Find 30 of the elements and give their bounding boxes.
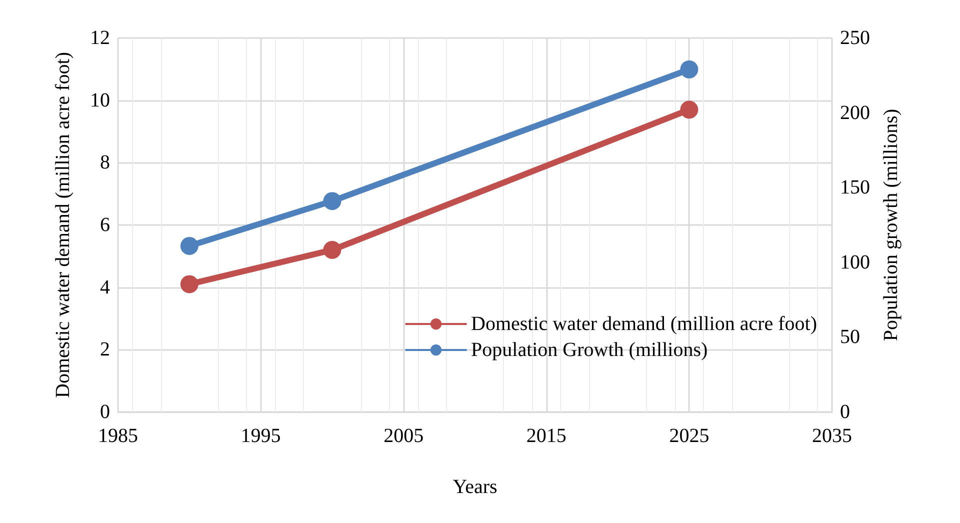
y-tick-label: 6: [100, 214, 110, 236]
x-tick-label: 2035: [812, 425, 852, 447]
point: [323, 192, 342, 210]
x-tick-label: 2015: [526, 425, 566, 447]
point: [323, 240, 342, 259]
point: [680, 60, 698, 78]
y2-tick-label: 100: [840, 251, 870, 274]
y-tick-label: 0: [100, 401, 110, 423]
x-tick-label: 2025: [669, 425, 710, 447]
legend-label: Population Growth (millions): [471, 339, 708, 361]
y-tick-label: 10: [90, 89, 110, 112]
x-axis-title: Years: [452, 476, 498, 498]
x-tick-label: 1995: [240, 425, 281, 447]
point: [680, 100, 698, 119]
y2-tick-label: 50: [840, 326, 860, 348]
y2-tick-label: 150: [840, 176, 870, 199]
legend-label: Domestic water demand (million acre foot): [471, 313, 818, 335]
y2-axis-title: Population growth (millions): [880, 108, 902, 342]
point: [180, 275, 198, 294]
point: [180, 236, 198, 255]
x-tick-label: 1985: [98, 425, 138, 447]
y2-tick-label: 0: [840, 401, 850, 423]
y2-tick-label: 200: [840, 102, 870, 124]
y-tick-label: 12: [90, 27, 110, 49]
y-axis-title: Domestic water demand (million acre foot): [52, 52, 74, 398]
y2-tick-label: 250: [840, 27, 870, 49]
x-tick-label: 2005: [384, 425, 424, 447]
y-tick-label: 8: [100, 152, 110, 174]
y-tick-label: 2: [100, 338, 110, 361]
y-tick-label: 4: [100, 276, 110, 298]
